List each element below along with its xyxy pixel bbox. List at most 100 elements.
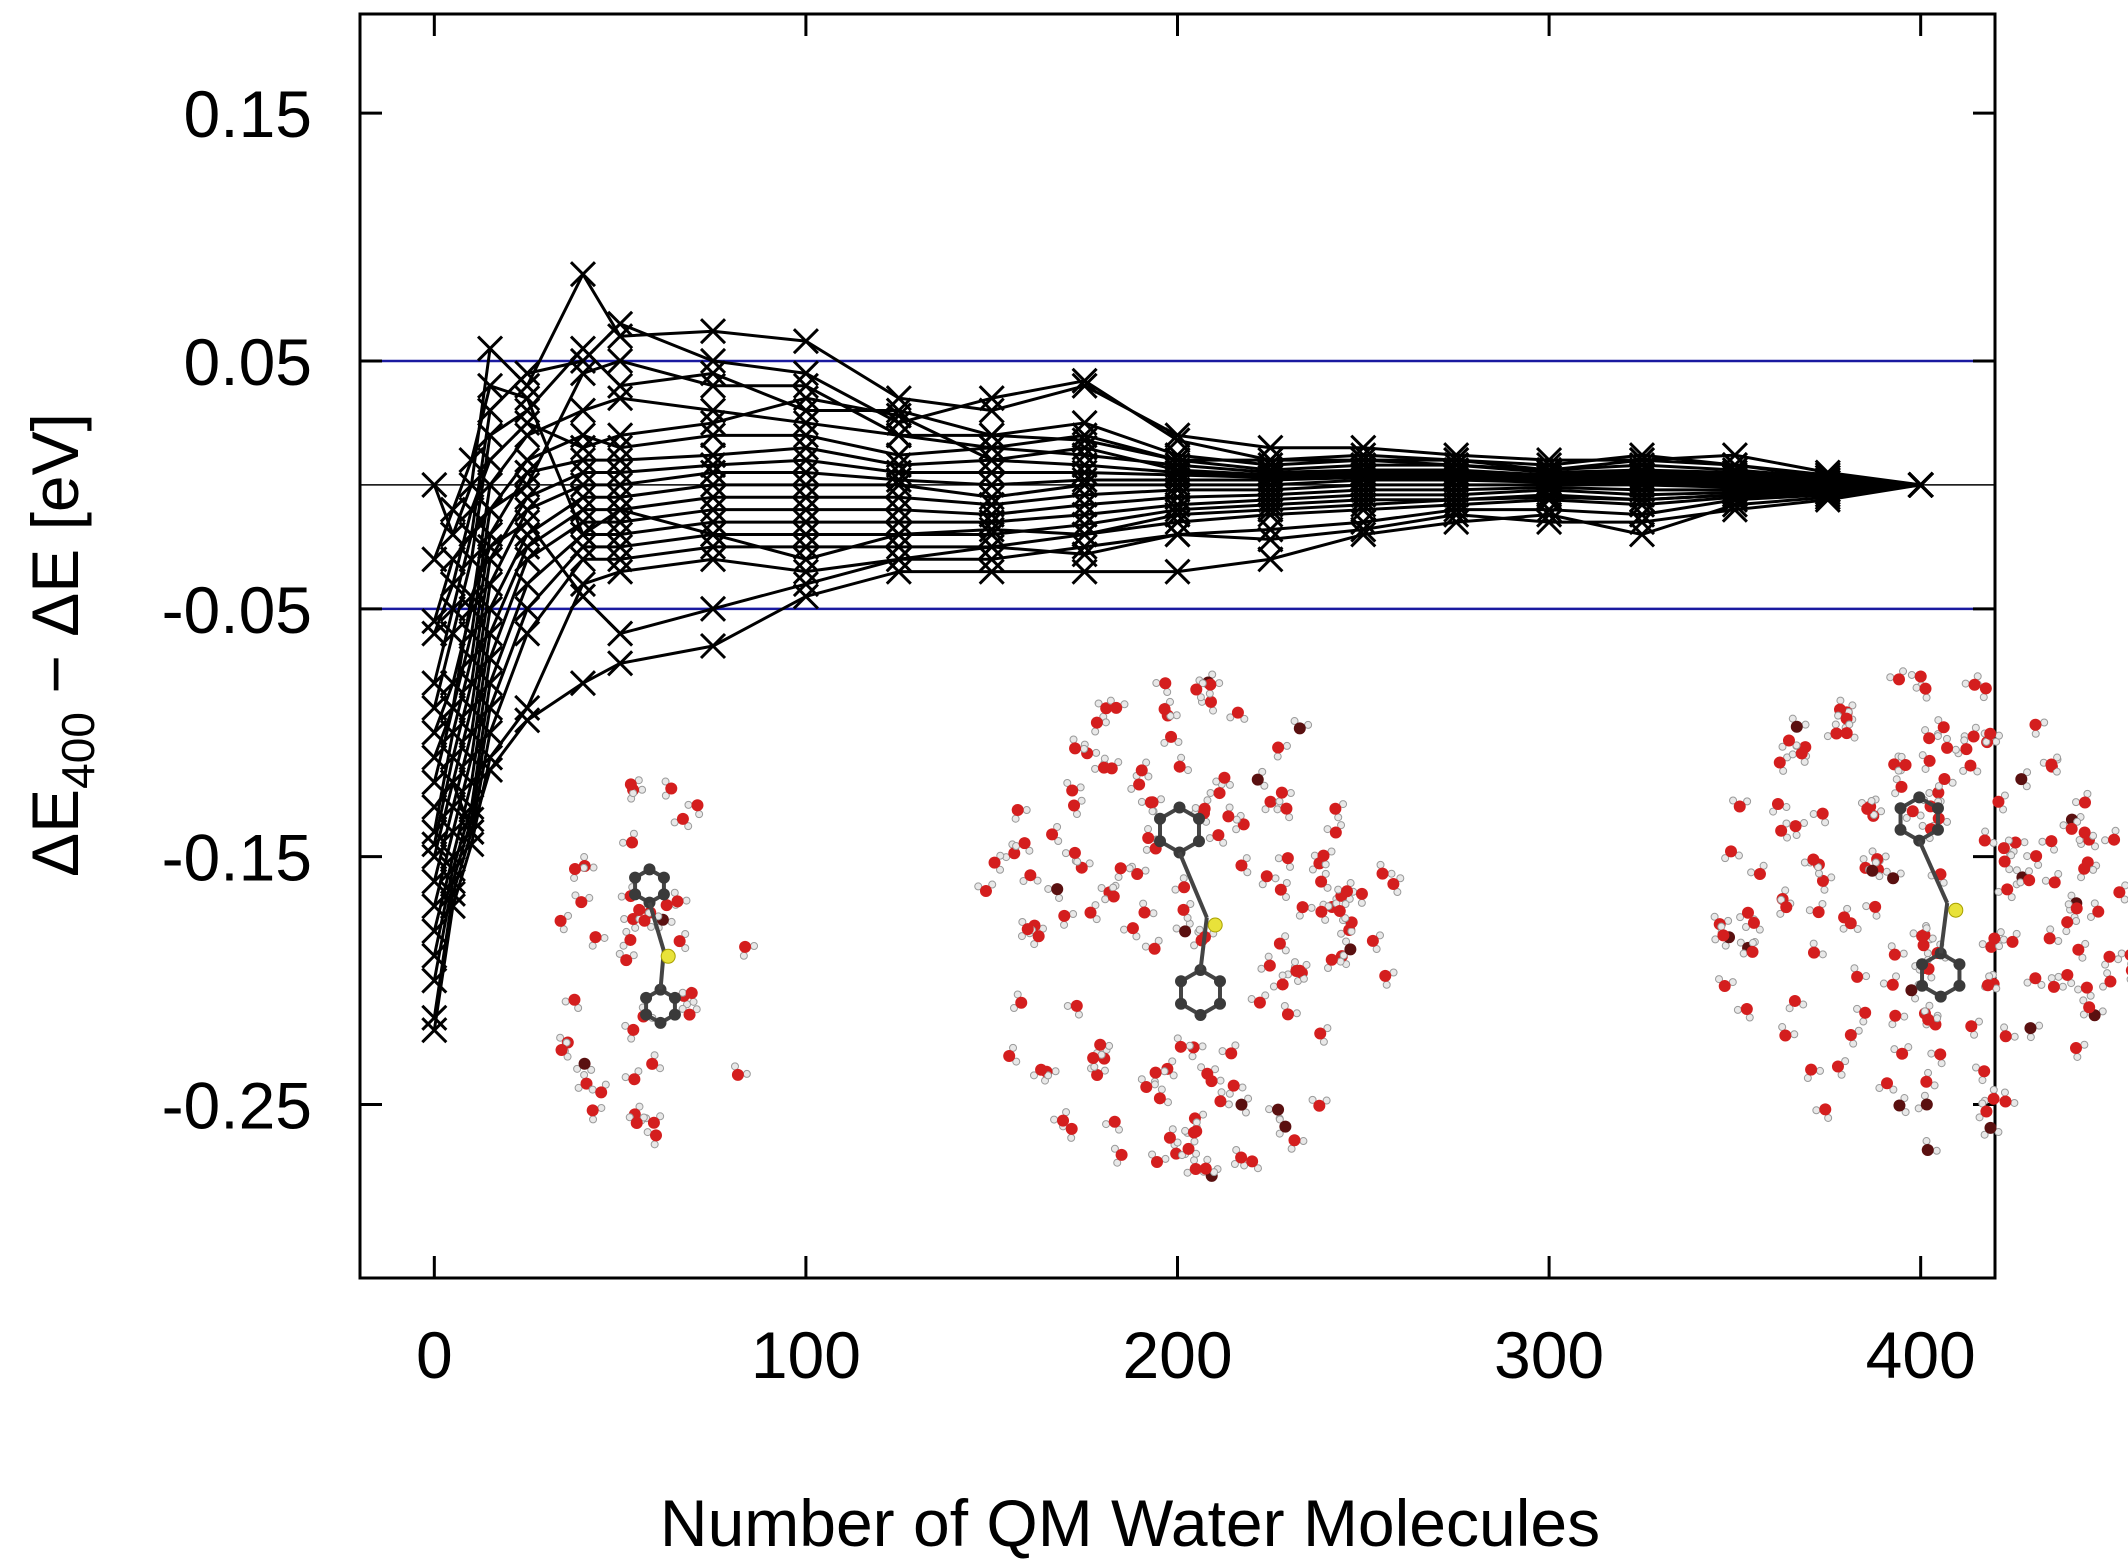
x-axis-ticks: 0 100 200 300 400 [416, 14, 1976, 1392]
data-point [607, 459, 634, 486]
data-point [792, 328, 819, 355]
data-point [699, 360, 727, 387]
data-point [569, 570, 597, 598]
data-point [421, 694, 448, 722]
data-point [476, 533, 504, 560]
data-point [792, 385, 819, 412]
data-point [607, 447, 634, 474]
series-18 [421, 385, 1934, 647]
data-point [1164, 456, 1191, 484]
data-point [458, 583, 485, 610]
data-point [458, 447, 485, 474]
data-point [978, 516, 1005, 543]
data-point [1071, 367, 1098, 394]
data-point [885, 558, 912, 585]
molecule-cluster-small [554, 776, 759, 1149]
data-point [792, 397, 819, 424]
data-point [476, 496, 504, 523]
data-point [514, 372, 541, 399]
data-point [792, 484, 819, 511]
data-point [607, 546, 634, 573]
data-point [792, 360, 819, 387]
data-point [1164, 521, 1191, 548]
series-line-13 [432, 483, 1921, 1018]
series-11 [421, 471, 1934, 969]
data-point [607, 471, 634, 498]
data-point [1257, 496, 1284, 523]
x-tick-label: 300 [1494, 1318, 1604, 1392]
data-point [1350, 447, 1377, 474]
data-point [792, 521, 819, 548]
data-point [699, 409, 727, 437]
data-point [476, 744, 504, 771]
data-point [569, 583, 597, 610]
data-point [1536, 509, 1563, 536]
data-point [569, 471, 597, 498]
data-point [569, 447, 597, 474]
x-tick-label: 100 [751, 1318, 861, 1392]
data-point [569, 484, 597, 511]
data-point [421, 546, 448, 573]
data-point [514, 459, 541, 486]
data-point [607, 650, 634, 677]
data-point [1350, 521, 1377, 548]
data-point [1350, 496, 1377, 523]
data-point [476, 719, 504, 746]
data-point [978, 471, 1005, 498]
data-point [1443, 459, 1470, 486]
data-point [792, 422, 819, 449]
data-point [885, 496, 912, 523]
data-point [792, 447, 819, 474]
data-point [1071, 521, 1098, 548]
data-point [476, 471, 504, 498]
data-point [699, 509, 727, 536]
data-point [569, 533, 597, 560]
series-19 [421, 372, 1934, 573]
series-line-8 [432, 478, 1921, 882]
data-point [569, 335, 597, 362]
y-tick-label: -0.25 [162, 1069, 312, 1143]
data-point [1164, 501, 1191, 528]
data-point [792, 509, 819, 536]
data-point [1071, 434, 1098, 461]
data-point [514, 509, 541, 536]
molecule-cluster-insets [554, 667, 2128, 1182]
y-axis-title-prefix: ΔE [18, 789, 92, 877]
data-point [792, 570, 819, 598]
data-point [1628, 486, 1656, 513]
data-point [607, 620, 634, 647]
data-point [1350, 491, 1377, 518]
data-point [1350, 456, 1377, 484]
y-tick-label: 0.15 [184, 77, 312, 151]
data-point [1814, 476, 1841, 503]
data-point [421, 1004, 448, 1031]
data-point [607, 533, 634, 560]
data-point [885, 521, 912, 548]
data-point [569, 459, 597, 486]
data-point [421, 794, 448, 821]
data-point [792, 496, 819, 523]
data-point [607, 496, 634, 523]
data-point [439, 893, 466, 920]
x-tick-label: 200 [1122, 1318, 1232, 1392]
data-point [607, 558, 634, 585]
data-point [421, 471, 448, 498]
data-point [476, 645, 504, 672]
data-point [1257, 461, 1284, 489]
data-point [514, 570, 541, 598]
data-point [699, 471, 727, 498]
data-point [978, 397, 1005, 424]
data-point [607, 484, 634, 511]
data-point [421, 620, 448, 647]
data-point [1071, 372, 1098, 399]
data-point [699, 521, 727, 548]
data-point [607, 385, 634, 412]
data-point [476, 756, 504, 783]
data-point [569, 521, 597, 548]
data-point [514, 620, 541, 647]
data-point [1350, 516, 1377, 543]
data-point [514, 471, 541, 498]
data-point [421, 1017, 448, 1044]
data-point [1628, 461, 1656, 489]
data-point [569, 261, 597, 288]
